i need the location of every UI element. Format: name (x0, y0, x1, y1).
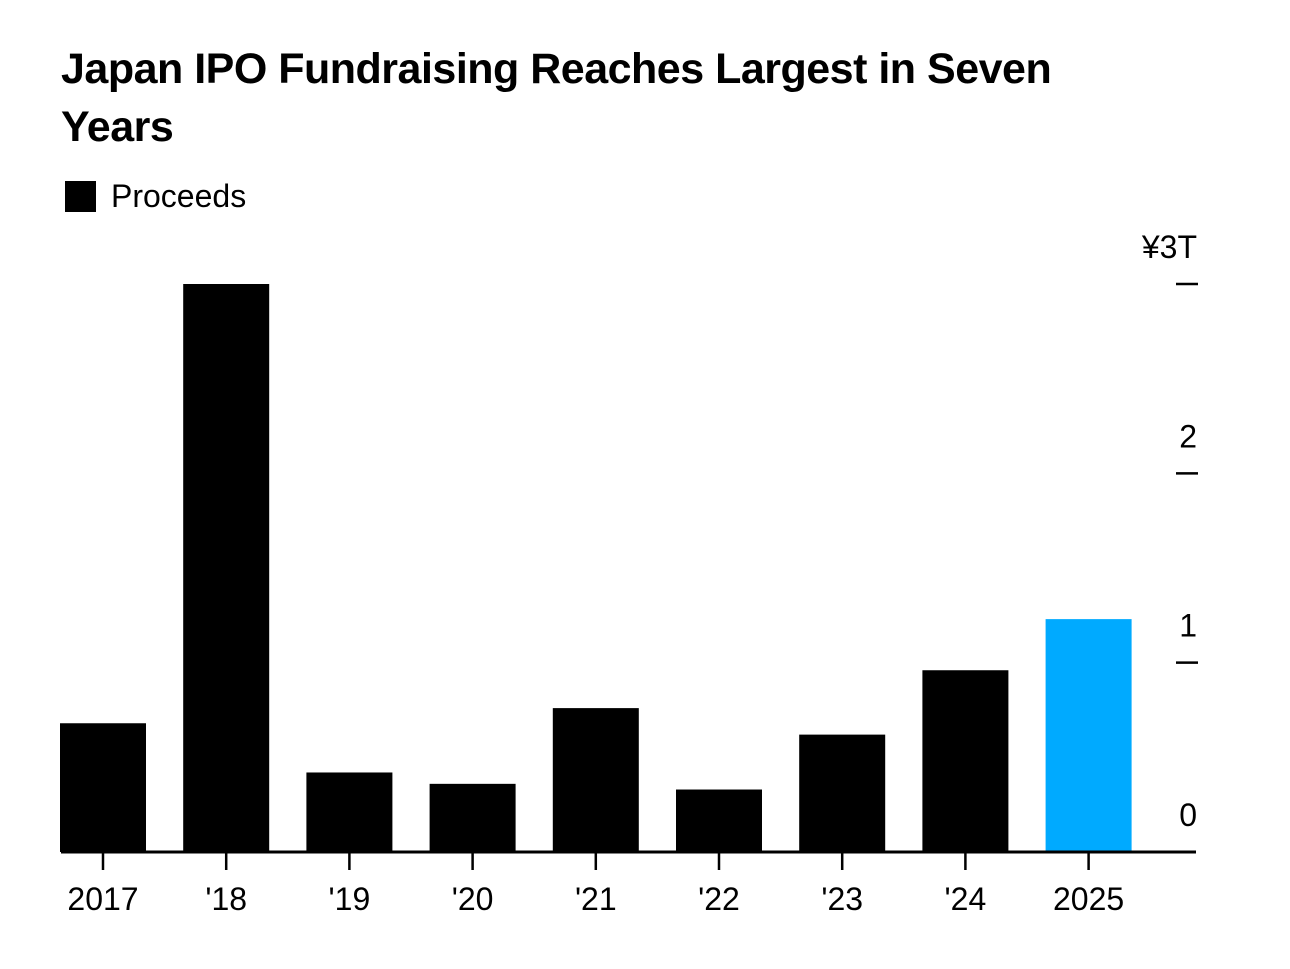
y-tick-label: 1 (1179, 608, 1197, 644)
bar-18 (183, 284, 270, 852)
bar-2025 (1045, 619, 1132, 852)
bar-22 (676, 789, 762, 852)
x-tick-label: '20 (452, 881, 494, 917)
y-axis: 0 1 2 ¥3T (1141, 229, 1198, 833)
x-tick-label: '19 (329, 881, 371, 917)
y-tick-label: ¥3T (1141, 229, 1197, 265)
y-tick-label: 2 (1179, 418, 1197, 454)
bar-19 (306, 772, 393, 852)
x-axis: 2017 '18 '19 '20 '21 '22 '23 '24 2025 (61, 850, 1196, 917)
y-tick-label: 0 (1179, 797, 1197, 833)
x-tick-label: '18 (205, 881, 247, 917)
x-tick-label: 2025 (1053, 881, 1124, 917)
bar-2017 (60, 723, 146, 852)
bar-24 (922, 670, 1009, 852)
x-tick-label: '24 (945, 881, 987, 917)
legend-label-proceeds: Proceeds (111, 178, 247, 214)
x-tick-label: 2017 (67, 881, 138, 917)
legend: Proceeds (65, 178, 246, 215)
x-tick-label: '21 (575, 881, 617, 917)
chart-title: Japan IPO Fundraising Reaches Largest in… (61, 45, 1052, 151)
bar-21 (552, 708, 639, 852)
bar-23 (799, 734, 886, 852)
x-tick-label: '23 (821, 881, 863, 917)
legend-swatch-proceeds (65, 181, 96, 212)
bar-20 (429, 783, 516, 852)
bars-group (60, 284, 1132, 852)
x-tick-label: '22 (698, 881, 740, 917)
